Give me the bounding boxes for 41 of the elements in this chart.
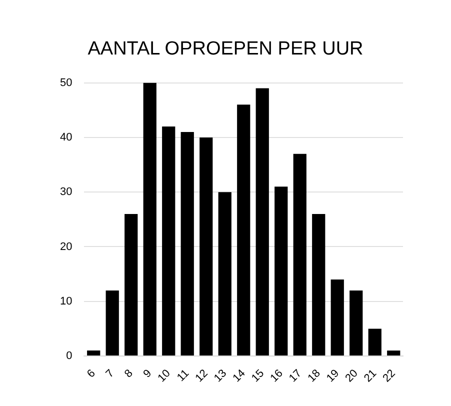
x-tick-label: 9 — [141, 367, 154, 380]
bar — [274, 186, 288, 356]
x-tick-label: 13 — [212, 367, 230, 385]
x-tick-label: 12 — [193, 367, 210, 385]
x-tick-label: 10 — [156, 367, 173, 385]
y-tick-label: 30 — [60, 186, 72, 198]
x-tick-label: 8 — [122, 367, 136, 380]
x-tick-label: 16 — [268, 367, 286, 385]
bar — [200, 137, 213, 356]
bar — [162, 126, 176, 356]
x-tick-label: 15 — [249, 367, 267, 385]
x-tick-label: 11 — [175, 367, 192, 384]
x-tick-label: 18 — [306, 367, 323, 385]
chart-title: AANTAL OPROEPEN PER UUR — [88, 38, 364, 60]
x-tick-label: 19 — [324, 367, 342, 385]
bar — [368, 328, 382, 356]
bar — [330, 280, 344, 356]
bar — [87, 350, 100, 356]
x-tick-label: 14 — [230, 367, 248, 385]
bar — [293, 154, 306, 356]
x-tick-label: 22 — [380, 367, 398, 385]
x-tick-label: 20 — [343, 367, 360, 385]
x-tick-label: 6 — [85, 367, 98, 380]
x-tick-label: 17 — [286, 367, 304, 385]
x-tick-label: 7 — [104, 367, 117, 380]
bar — [387, 350, 400, 356]
y-tick-label: 0 — [66, 350, 72, 362]
bar — [350, 290, 363, 356]
bar — [237, 104, 250, 356]
bar — [124, 214, 138, 356]
bar — [143, 82, 156, 356]
bar — [312, 214, 326, 356]
bar — [218, 192, 232, 356]
bar — [106, 290, 119, 356]
y-tick-label: 20 — [60, 240, 72, 253]
y-tick-label: 40 — [60, 131, 72, 144]
y-tick-label: 10 — [60, 295, 72, 308]
bar — [256, 88, 269, 356]
y-tick-label: 50 — [60, 76, 72, 89]
bar — [180, 132, 194, 356]
x-tick-label: 21 — [362, 367, 380, 385]
